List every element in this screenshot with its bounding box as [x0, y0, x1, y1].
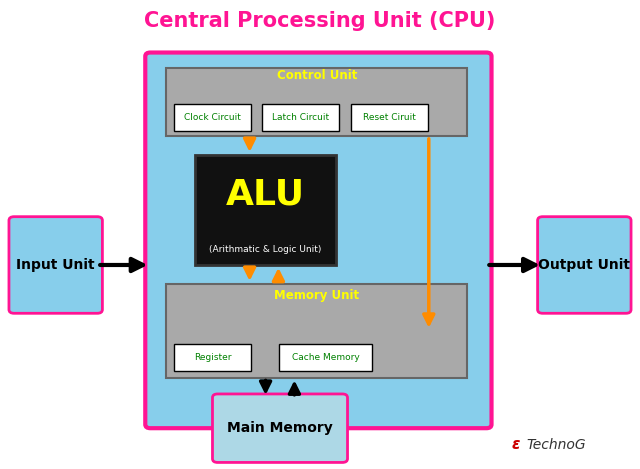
Text: (Arithmatic & Logic Unit): (Arithmatic & Logic Unit)	[209, 245, 322, 254]
Bar	[351, 104, 428, 131]
Text: ALU: ALU	[226, 178, 305, 212]
Bar	[262, 104, 339, 131]
Bar	[195, 155, 336, 265]
FancyBboxPatch shape	[538, 217, 631, 313]
Text: Cache Memory: Cache Memory	[292, 353, 360, 363]
Text: Input Unit: Input Unit	[17, 258, 95, 272]
FancyBboxPatch shape	[145, 53, 492, 428]
Text: Memory Unit: Memory Unit	[274, 289, 360, 302]
Text: Output Unit: Output Unit	[538, 258, 630, 272]
Text: TechnoG: TechnoG	[526, 438, 586, 452]
Text: Control Unit: Control Unit	[276, 69, 357, 83]
Bar	[174, 344, 251, 371]
Text: Latch Circuit: Latch Circuit	[272, 113, 330, 122]
Bar	[166, 284, 467, 378]
Text: Reset Ciruit: Reset Ciruit	[363, 113, 415, 122]
Bar	[174, 104, 251, 131]
FancyBboxPatch shape	[212, 394, 348, 462]
Text: Main Memory: Main Memory	[227, 421, 333, 435]
Bar	[166, 68, 467, 136]
Text: Register: Register	[194, 353, 231, 363]
FancyBboxPatch shape	[9, 217, 102, 313]
Text: Clock Circuit: Clock Circuit	[184, 113, 241, 122]
Bar	[279, 344, 372, 371]
Text: Central Processing Unit (CPU): Central Processing Unit (CPU)	[144, 11, 496, 31]
Text: ε: ε	[512, 437, 520, 452]
